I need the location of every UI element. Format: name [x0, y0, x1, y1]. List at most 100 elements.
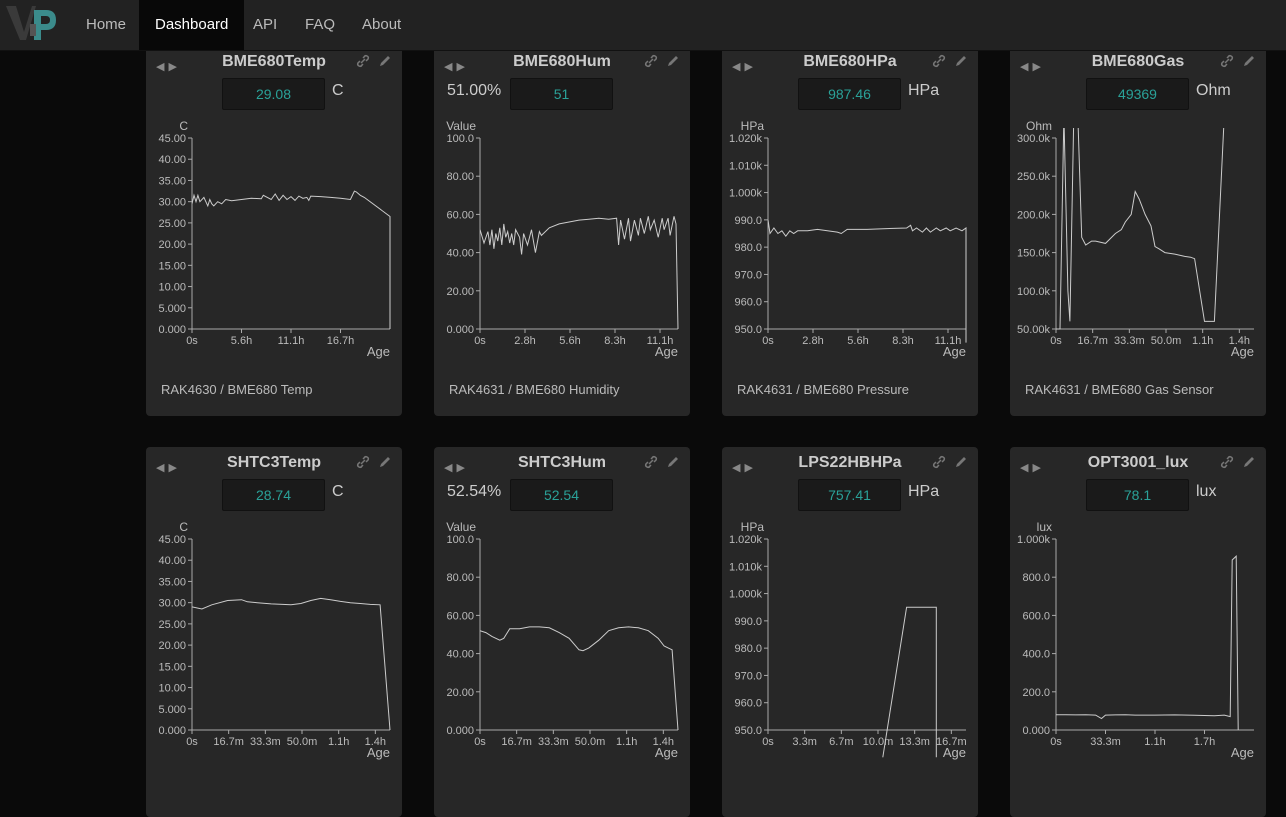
widget-card: ◀▶ SHTC3Temp 28.74 C C Age 45.00 40.00 35.00…: [146, 447, 402, 817]
card-tools: [928, 453, 968, 471]
edit-icon[interactable]: [666, 54, 680, 68]
edit-icon[interactable]: [666, 455, 680, 469]
y-tick-label: 60.00: [446, 610, 474, 622]
card-tools: [640, 52, 680, 70]
edit-icon[interactable]: [954, 455, 968, 469]
card-nav-arrows[interactable]: ◀▶: [444, 462, 469, 474]
line-chart: Value Age 100.0 80.00 60.00 40.00 20.00 0.0000s…: [446, 520, 679, 760]
series-line: [192, 190, 391, 329]
edit-icon[interactable]: [378, 54, 392, 68]
edit-icon[interactable]: [1242, 455, 1256, 469]
value-display: 28.74: [222, 479, 325, 511]
x-tick-label: 11.1h: [278, 335, 305, 347]
y-tick-label: 0.000: [158, 725, 186, 737]
y-tick-label: 40.00: [446, 248, 474, 260]
card-caption: RAK4631 / BME680 Gas Sensor: [1025, 382, 1214, 397]
y-tick-label: 15.00: [158, 661, 186, 673]
link-icon[interactable]: [932, 54, 946, 68]
card-nav-arrows[interactable]: ◀▶: [1020, 61, 1045, 73]
y-tick-label: 0.000: [446, 725, 474, 737]
y-tick-label: 25.00: [158, 619, 186, 631]
x-tick-label: 16.7m: [936, 736, 967, 748]
card-title: BME680Gas: [1091, 53, 1185, 70]
y-tick-label: 45.00: [158, 534, 186, 546]
y-tick-label: 35.00: [158, 175, 186, 187]
series-line: [882, 606, 937, 758]
y-tick-label: 970.0: [734, 269, 762, 281]
edit-icon[interactable]: [954, 54, 968, 68]
y-axis-label: lux: [1037, 520, 1052, 534]
y-tick-label: 60.00: [446, 209, 474, 221]
card-tools: [352, 52, 392, 70]
card-nav-arrows[interactable]: ◀▶: [444, 61, 469, 73]
logo[interactable]: [6, 6, 58, 44]
line-chart: HPa Age 1.020k 1.010k 1.000k 990.0 980.0 970.0 9…: [729, 520, 967, 760]
x-tick-label: 5.6h: [847, 335, 868, 347]
x-axis-label: Age: [943, 745, 966, 760]
y-tick-label: 400.0: [1022, 649, 1050, 661]
card-nav-arrows[interactable]: ◀▶: [1020, 462, 1045, 474]
y-tick-label: 100.0k: [1017, 286, 1051, 298]
y-tick-label: 1.000k: [729, 589, 763, 601]
card-nav-arrows[interactable]: ◀▶: [156, 61, 181, 73]
link-icon[interactable]: [1220, 455, 1234, 469]
edit-icon[interactable]: [1242, 54, 1256, 68]
x-tick-label: 8.3h: [604, 335, 625, 347]
nav-dashboard[interactable]: Dashboard: [139, 0, 245, 50]
y-tick-label: 100.0: [446, 133, 474, 145]
card-nav-arrows[interactable]: ◀▶: [732, 61, 757, 73]
unit-label: C: [332, 483, 344, 500]
x-axis-label: Age: [367, 745, 390, 760]
x-tick-label: 1.4h: [1229, 335, 1250, 347]
widget-card: ◀▶ BME680Hum 51.00% 51 RAK4631 / BME680 …: [434, 46, 690, 416]
y-tick-label: 150.0k: [1017, 248, 1051, 260]
y-tick-label: 600.0: [1022, 610, 1050, 622]
x-tick-label: 2.8h: [514, 335, 535, 347]
y-tick-label: 20.00: [158, 239, 186, 251]
y-tick-label: 100.0: [446, 534, 474, 546]
series-line: [1056, 128, 1225, 330]
unit-label: lux: [1196, 483, 1217, 500]
link-icon[interactable]: [644, 54, 658, 68]
y-tick-label: 200.0k: [1017, 209, 1051, 221]
card-tools: [1216, 52, 1256, 70]
y-axis-label: HPa: [741, 520, 765, 534]
link-icon[interactable]: [356, 54, 370, 68]
link-icon[interactable]: [932, 455, 946, 469]
card-nav-arrows[interactable]: ◀▶: [156, 462, 181, 474]
x-axis-label: Age: [1231, 745, 1254, 760]
y-tick-label: 950.0: [734, 725, 762, 737]
x-tick-label: 11.1h: [647, 335, 674, 347]
edit-icon[interactable]: [378, 455, 392, 469]
y-axis-label: Ohm: [1026, 119, 1052, 133]
nav-home[interactable]: Home: [86, 16, 127, 33]
card-tools: [352, 453, 392, 471]
link-icon[interactable]: [1220, 54, 1234, 68]
x-tick-label: 33.3m: [250, 736, 281, 748]
link-icon[interactable]: [644, 455, 658, 469]
x-tick-label: 16.7h: [327, 335, 355, 347]
card-caption: RAK4631 / BME680 Pressure: [737, 382, 909, 397]
card-nav-arrows[interactable]: ◀▶: [732, 462, 757, 474]
y-tick-label: 50.00k: [1017, 324, 1051, 336]
series-line: [192, 597, 391, 731]
y-tick-label: 300.0k: [1017, 133, 1051, 145]
x-tick-label: 1.4h: [365, 736, 386, 748]
line-chart: C Age 45.00 40.00 35.00 30.00 25.00 20.00 15.00 1…: [158, 520, 391, 760]
unit-label: HPa: [908, 483, 940, 500]
link-icon[interactable]: [356, 455, 370, 469]
y-tick-label: 960.0: [734, 698, 762, 710]
x-tick-label: 0s: [474, 736, 486, 748]
nav-about[interactable]: About: [362, 16, 402, 33]
unit-label: Ohm: [1196, 82, 1231, 99]
x-tick-label: 5.6h: [559, 335, 580, 347]
nav-api[interactable]: API: [253, 16, 278, 33]
y-tick-label: 80.00: [446, 171, 474, 183]
value-display: 987.46: [798, 78, 901, 110]
y-tick-label: 30.00: [158, 598, 186, 610]
y-axis-label: C: [179, 520, 188, 534]
x-tick-label: 33.3m: [1090, 736, 1121, 748]
y-tick-label: 200.0: [1022, 687, 1050, 699]
series-line: [480, 216, 679, 330]
nav-faq[interactable]: FAQ: [305, 16, 336, 33]
